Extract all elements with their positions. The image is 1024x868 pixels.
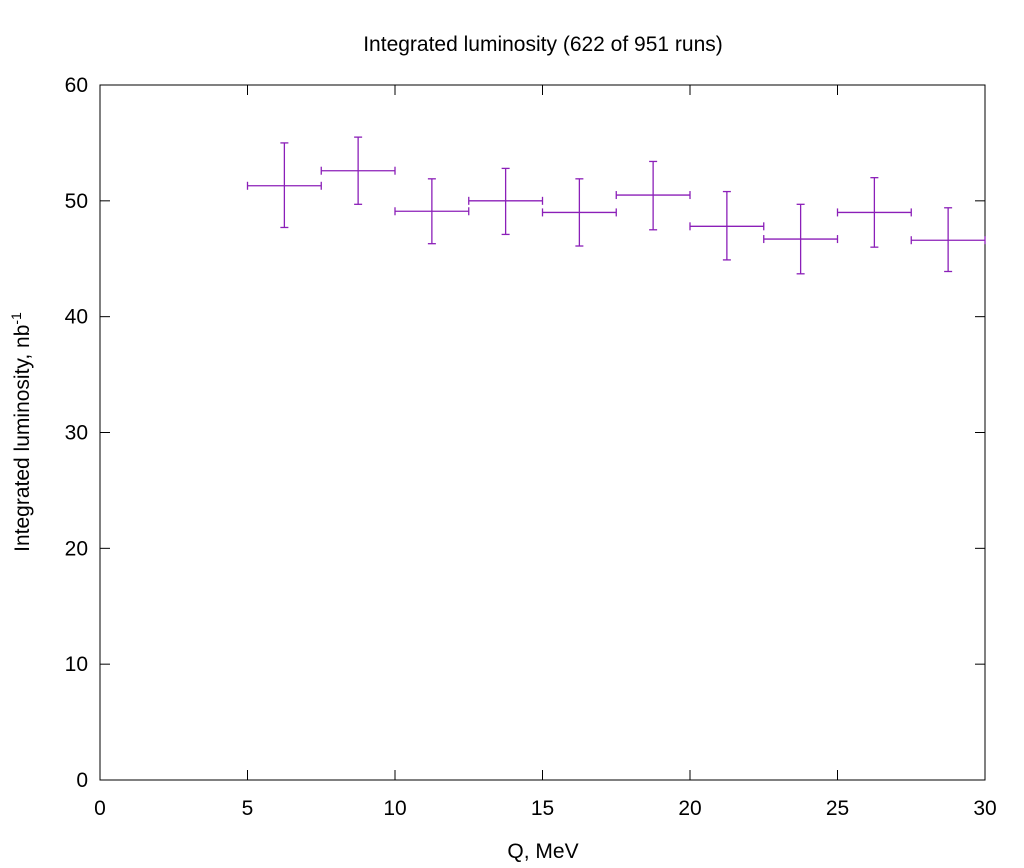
data-point-9 bbox=[910, 207, 986, 273]
x-tick-label: 5 bbox=[242, 797, 254, 820]
x-tick-label: 20 bbox=[678, 797, 701, 820]
y-tick-label: 40 bbox=[65, 306, 88, 329]
y-tick-label: 20 bbox=[65, 537, 88, 560]
plot-frame bbox=[99, 84, 986, 781]
x-tick-label: 0 bbox=[94, 797, 106, 820]
data-point-2 bbox=[394, 178, 470, 245]
x-axis-label: Q, MeV bbox=[507, 840, 578, 863]
x-tick-label: 15 bbox=[531, 797, 554, 820]
x-tick-label: 30 bbox=[973, 797, 996, 820]
y-tick-label: 0 bbox=[76, 769, 88, 792]
y-tick-label: 10 bbox=[65, 653, 88, 676]
data-point-6 bbox=[689, 190, 765, 261]
data-point-8 bbox=[836, 177, 912, 248]
data-point-5 bbox=[615, 160, 691, 231]
y-tick-label: 30 bbox=[65, 422, 88, 445]
x-tick-label: 10 bbox=[383, 797, 406, 820]
y-tick-label: 50 bbox=[65, 190, 88, 213]
data-point-3 bbox=[468, 167, 544, 236]
axis-ticks bbox=[99, 84, 986, 781]
y-tick-label: 60 bbox=[65, 74, 88, 97]
x-tick-label: 25 bbox=[826, 797, 849, 820]
axis-tick-labels: 0 5 10 15 20 25 30 0 10 20 30 40 50 60 bbox=[65, 74, 997, 820]
data-point-1 bbox=[320, 136, 396, 205]
data-series bbox=[246, 136, 986, 275]
data-point-7 bbox=[763, 203, 839, 275]
data-point-0 bbox=[246, 142, 322, 229]
y-axis-label: Integrated luminosity, nb-1 bbox=[8, 312, 34, 552]
chart-title: Integrated luminosity (622 of 951 runs) bbox=[363, 33, 723, 56]
data-point-4 bbox=[541, 178, 617, 247]
y-axis-label-base: Integrated luminosity, nb bbox=[11, 325, 34, 552]
y-axis-label-superscript: -1 bbox=[8, 312, 24, 325]
